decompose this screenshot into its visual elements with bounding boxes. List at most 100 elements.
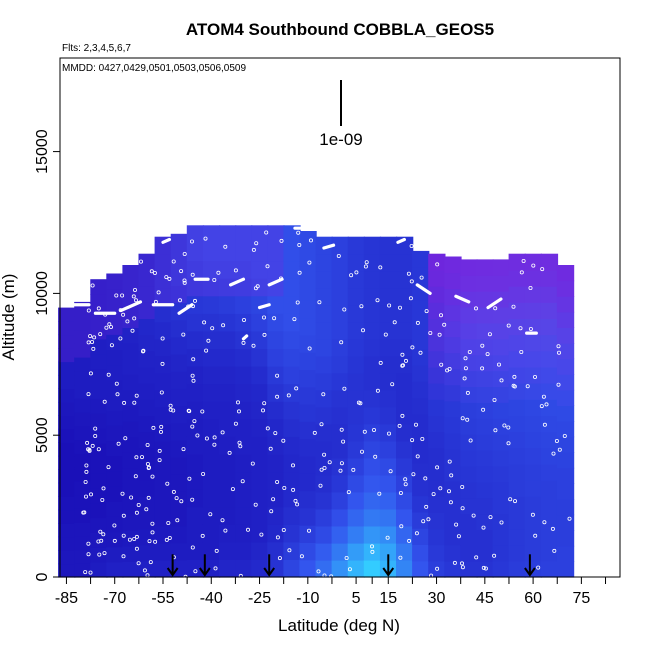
sample-point [175, 518, 180, 523]
heatmap-cell [122, 280, 140, 297]
heatmap-cell [283, 524, 301, 543]
heatmap-cell [476, 386, 494, 403]
heatmap-cell [492, 545, 510, 562]
sample-point [206, 338, 211, 343]
heatmap-cell [347, 236, 365, 255]
sample-point [342, 386, 347, 391]
heatmap-cell [138, 447, 156, 465]
heatmap-cell [219, 541, 237, 560]
sample-point [203, 236, 208, 241]
heatmap-cell [74, 315, 92, 331]
heatmap-cell [170, 456, 188, 475]
heatmap-cell [170, 405, 188, 424]
heatmap-cell [170, 491, 188, 509]
heatmap-cell [74, 535, 92, 551]
sample-point [254, 241, 259, 246]
sample-point [182, 251, 187, 256]
heatmap-cell [122, 452, 140, 469]
sample-point [262, 332, 267, 337]
sample-point [275, 394, 280, 399]
profile-arrow [524, 554, 536, 577]
heatmap-cell [106, 425, 124, 442]
heatmap-cell [138, 399, 156, 416]
heatmap-cell [58, 361, 76, 376]
sample-point [557, 447, 562, 452]
x-tick-label: 45 [476, 590, 494, 607]
sample-point [190, 424, 195, 429]
heatmap-cell [219, 559, 237, 578]
heatmap-cell [347, 270, 365, 289]
heatmap-cell [170, 422, 188, 441]
sample-point [150, 474, 155, 479]
heatmap-cell [444, 368, 462, 386]
sample-point [496, 362, 501, 367]
heatmap-cell [556, 483, 575, 500]
sample-point [171, 408, 176, 413]
heatmap-cell [379, 543, 398, 561]
heatmap-cell [138, 366, 156, 384]
heatmap-cell [363, 440, 382, 459]
sample-point [487, 332, 492, 337]
sample-point [399, 524, 404, 529]
heatmap-cell [202, 225, 221, 244]
heatmap-cell [460, 465, 478, 483]
heatmap-cell [58, 334, 76, 349]
heatmap-cell [235, 541, 253, 560]
sample-point [97, 552, 102, 557]
heatmap-cell [379, 491, 398, 510]
heatmap-cell [122, 499, 140, 516]
sample-point [307, 346, 312, 351]
sample-point [106, 465, 111, 470]
sample-point [150, 530, 155, 535]
heatmap-cell [186, 383, 205, 402]
sample-point [454, 522, 459, 527]
heatmap-cell [379, 355, 398, 374]
sample-point [492, 553, 497, 558]
heatmap-cell [202, 524, 221, 543]
sample-point [86, 308, 91, 313]
sample-point [319, 422, 324, 427]
heatmap-cell [74, 398, 92, 413]
sample-point [152, 270, 157, 275]
sample-point [181, 447, 186, 452]
heatmap-cell [556, 389, 575, 406]
sample-point [419, 275, 424, 280]
heatmap-cell [331, 474, 349, 493]
heatmap-cell [138, 334, 156, 352]
heatmap-cell [428, 463, 446, 481]
heatmap-cell [299, 525, 317, 543]
heatmap-cell [540, 350, 559, 368]
heatmap-cell [202, 489, 221, 508]
heatmap-cell [315, 526, 333, 544]
heatmap-cell [524, 286, 542, 303]
sample-point [102, 399, 107, 404]
sample-point [116, 441, 121, 446]
sample-point [157, 458, 162, 463]
heatmap-cell [251, 559, 269, 578]
sample-point [213, 566, 218, 571]
heatmap-cell [540, 318, 559, 336]
heatmap-cell [58, 509, 76, 524]
sample-point [474, 555, 479, 560]
heatmap-cell [90, 294, 108, 310]
sample-point [408, 296, 413, 301]
heatmap-cell [540, 496, 559, 513]
heatmap-cell [492, 322, 510, 340]
heatmap-cell [508, 560, 526, 578]
heatmap-cell [267, 383, 285, 402]
heatmap-cell [90, 547, 108, 563]
heatmap-cell [524, 415, 542, 433]
heatmap-cell [106, 273, 124, 290]
heatmap-cell [202, 313, 221, 332]
heatmap-cell [508, 366, 526, 384]
sample-point [139, 455, 144, 460]
heatmap-cell [154, 406, 172, 425]
heatmap-cell [58, 455, 76, 470]
heatmap-cell [219, 313, 237, 332]
heatmap-cell [492, 354, 510, 372]
heatmap-cell [444, 480, 462, 498]
sample-point [317, 300, 322, 305]
heatmap-cell [90, 368, 108, 384]
heatmap-cell [90, 279, 108, 295]
heatmap-cell [90, 487, 108, 504]
